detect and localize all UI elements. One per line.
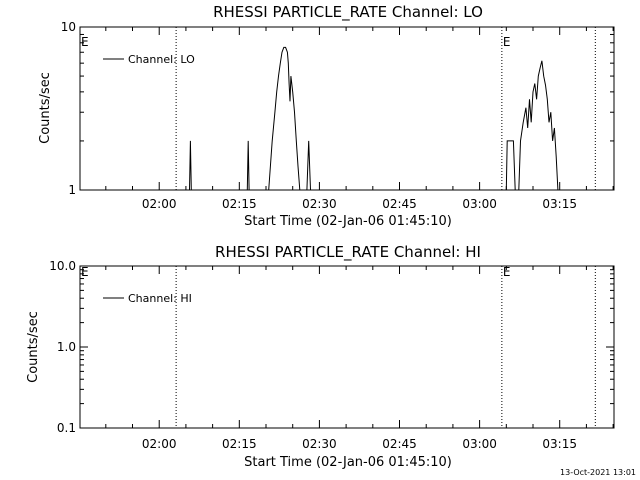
event-flag-label: E [503,265,511,279]
y-tick-label: 1 [68,183,76,197]
event-flag-label: E [81,265,89,279]
chart-panel-hi: RHESSI PARTICLE_RATE Channel: HI Start T… [26,243,615,470]
x-tick-label: 02:15 [222,197,257,211]
chart-title: RHESSI PARTICLE_RATE Channel: LO [213,3,483,22]
x-axis-label: Start Time (02-Jan-06 01:45:10) [244,214,452,229]
x-tick-label: 03:15 [542,437,577,451]
plot-frame [79,265,615,429]
series-group [189,46,559,191]
event-flag-label: E [81,35,89,49]
axis-ticks: 02:00 02:15 02:30 02:45 03:00 03:15 1 10 [61,20,614,211]
x-tick-label: 03:00 [462,437,497,451]
legend: Channel: HI [103,292,192,305]
x-tick-label: 02:15 [222,437,257,451]
y-tick-label: 0.1 [57,421,76,435]
x-tick-label: 02:45 [382,437,417,451]
series-line [268,46,311,191]
legend-label: Channel: LO [128,53,195,66]
y-axis-label: Counts/sec [38,72,53,144]
chart-panel-lo: RHESSI PARTICLE_RATE Channel: LO Start T… [38,3,615,229]
y-tick-label: 1.0 [57,340,76,354]
x-axis-label: Start Time (02-Jan-06 01:45:10) [244,455,452,470]
series-line [505,60,559,191]
chart-title: RHESSI PARTICLE_RATE Channel: HI [215,243,481,262]
legend: Channel: LO [103,53,195,66]
y-tick-label: 10.0 [49,259,76,273]
timestamp-stamp: 13-Oct-2021 13:01 [560,468,636,477]
y-tick-label: 10 [61,20,76,34]
x-tick-label: 03:00 [462,197,497,211]
x-tick-label: 02:00 [142,197,177,211]
x-tick-label: 02:00 [142,437,177,451]
x-tick-label: 03:15 [542,197,577,211]
x-tick-label: 02:30 [302,197,337,211]
series-line [189,140,192,191]
series-line [246,140,250,191]
plot-frame [79,26,615,191]
x-tick-label: 02:30 [302,437,337,451]
legend-label: Channel: HI [128,292,192,305]
y-axis-label: Counts/sec [26,311,41,383]
event-flag-label: E [503,35,511,49]
x-tick-label: 02:45 [382,197,417,211]
axis-ticks: 02:00 02:15 02:30 02:45 03:00 03:15 0.1 1.0 10.0 [49,259,614,451]
